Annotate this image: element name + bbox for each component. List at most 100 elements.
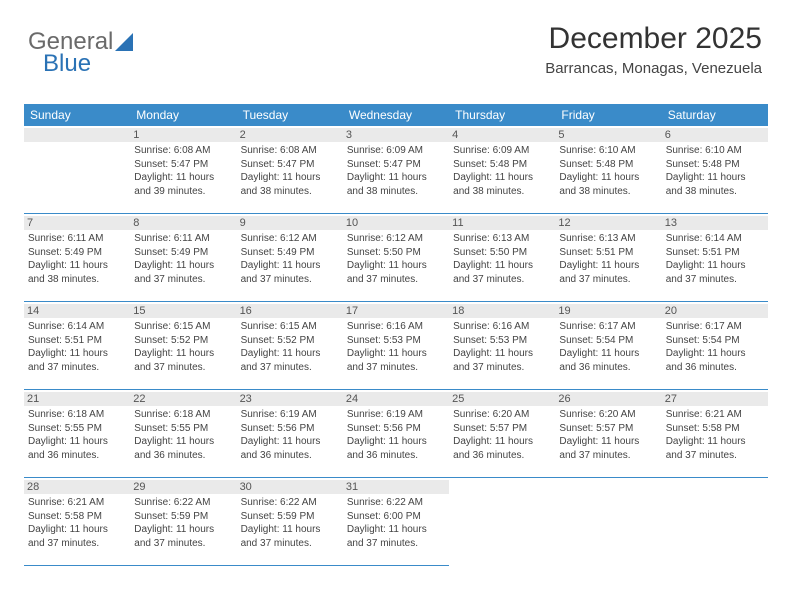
day-number: 22: [130, 392, 236, 406]
sunrise-text: Sunrise: 6:08 AM: [241, 144, 339, 158]
day-number: 10: [343, 216, 449, 230]
day-number: 11: [449, 216, 555, 230]
daylight-text2: and 37 minutes.: [559, 449, 657, 463]
sunset-text: Sunset: 5:53 PM: [453, 334, 551, 348]
daylight-text: Daylight: 11 hours: [134, 259, 232, 273]
day-number: 12: [555, 216, 661, 230]
sunset-text: Sunset: 5:48 PM: [453, 158, 551, 172]
day-number: 28: [24, 480, 130, 494]
day-info: Sunrise: 6:21 AMSunset: 5:58 PMDaylight:…: [28, 496, 126, 550]
sunset-text: Sunset: 5:55 PM: [28, 422, 126, 436]
calendar-cell: 30Sunrise: 6:22 AMSunset: 5:59 PMDayligh…: [237, 478, 343, 566]
sunset-text: Sunset: 5:58 PM: [666, 422, 764, 436]
day-header: Thursday: [449, 104, 555, 126]
day-info: Sunrise: 6:11 AMSunset: 5:49 PMDaylight:…: [28, 232, 126, 286]
day-info: Sunrise: 6:19 AMSunset: 5:56 PMDaylight:…: [241, 408, 339, 462]
daylight-text2: and 36 minutes.: [28, 449, 126, 463]
sunset-text: Sunset: 5:47 PM: [347, 158, 445, 172]
daylight-text2: and 37 minutes.: [559, 273, 657, 287]
daylight-text: Daylight: 11 hours: [453, 171, 551, 185]
sunset-text: Sunset: 5:51 PM: [666, 246, 764, 260]
daylight-text: Daylight: 11 hours: [559, 259, 657, 273]
day-number: 30: [237, 480, 343, 494]
sunset-text: Sunset: 6:00 PM: [347, 510, 445, 524]
calendar-location: Barrancas, Monagas, Venezuela: [545, 60, 762, 77]
daylight-text2: and 36 minutes.: [347, 449, 445, 463]
calendar-cell: 3 Sunrise: 6:09 AMSunset: 5:47 PMDaylight…: [343, 126, 449, 214]
sunrise-text: Sunrise: 6:13 AM: [453, 232, 551, 246]
sunset-text: Sunset: 5:58 PM: [28, 510, 126, 524]
day-number: 2: [237, 128, 343, 142]
sunrise-text: Sunrise: 6:14 AM: [666, 232, 764, 246]
day-number: 13: [662, 216, 768, 230]
calendar-title: December 2025: [545, 22, 762, 56]
calendar-cell: 12Sunrise: 6:13 AMSunset: 5:51 PMDayligh…: [555, 214, 661, 302]
day-info: Sunrise: 6:12 AMSunset: 5:50 PMDaylight:…: [347, 232, 445, 286]
day-info: Sunrise: 6:19 AMSunset: 5:56 PMDaylight:…: [347, 408, 445, 462]
sunrise-text: Sunrise: 6:12 AM: [347, 232, 445, 246]
sunrise-text: Sunrise: 6:17 AM: [559, 320, 657, 334]
day-header: Monday: [130, 104, 236, 126]
calendar-cell: 16Sunrise: 6:15 AMSunset: 5:52 PMDayligh…: [237, 302, 343, 390]
daylight-text2: and 38 minutes.: [347, 185, 445, 199]
daylight-text: Daylight: 11 hours: [666, 259, 764, 273]
calendar-cell: 4Sunrise: 6:09 AMSunset: 5:48 PMDaylight…: [449, 126, 555, 214]
day-number: 15: [130, 304, 236, 318]
sunrise-text: Sunrise: 6:11 AM: [28, 232, 126, 246]
daylight-text: Daylight: 11 hours: [241, 347, 339, 361]
sunset-text: Sunset: 5:48 PM: [666, 158, 764, 172]
daylight-text: Daylight: 11 hours: [28, 259, 126, 273]
daylight-text: Daylight: 11 hours: [241, 435, 339, 449]
daylight-text2: and 36 minutes.: [559, 361, 657, 375]
day-number: 29: [130, 480, 236, 494]
day-info: Sunrise: 6:17 AMSunset: 5:54 PMDaylight:…: [559, 320, 657, 374]
day-header: Wednesday: [343, 104, 449, 126]
sunrise-text: Sunrise: 6:16 AM: [347, 320, 445, 334]
sunset-text: Sunset: 5:49 PM: [28, 246, 126, 260]
daylight-text2: and 36 minutes.: [134, 449, 232, 463]
calendar-cell-empty: [24, 126, 130, 214]
day-number: 19: [555, 304, 661, 318]
calendar-cell: 14Sunrise: 6:14 AMSunset: 5:51 PMDayligh…: [24, 302, 130, 390]
day-number: 24: [343, 392, 449, 406]
sunset-text: Sunset: 5:59 PM: [134, 510, 232, 524]
sunrise-text: Sunrise: 6:19 AM: [241, 408, 339, 422]
sunrise-text: Sunrise: 6:09 AM: [347, 144, 445, 158]
calendar-cell: 2Sunrise: 6:08 AMSunset: 5:47 PMDaylight…: [237, 126, 343, 214]
daylight-text2: and 37 minutes.: [347, 361, 445, 375]
daylight-text: Daylight: 11 hours: [28, 347, 126, 361]
daylight-text2: and 37 minutes.: [347, 273, 445, 287]
sunrise-text: Sunrise: 6:22 AM: [347, 496, 445, 510]
daylight-text2: and 37 minutes.: [666, 273, 764, 287]
day-info: Sunrise: 6:09 AMSunset: 5:47 PMDaylight:…: [347, 144, 445, 198]
calendar-cell: 11 Sunrise: 6:13 AMSunset: 5:50 PMDayligh…: [449, 214, 555, 302]
daylight-text2: and 38 minutes.: [666, 185, 764, 199]
daylight-text: Daylight: 11 hours: [347, 259, 445, 273]
sunrise-text: Sunrise: 6:11 AM: [134, 232, 232, 246]
day-number: 4: [449, 128, 555, 142]
day-number: 3: [343, 128, 449, 142]
brand-right: Blue: [43, 50, 91, 78]
sunset-text: Sunset: 5:52 PM: [241, 334, 339, 348]
sunrise-text: Sunrise: 6:20 AM: [559, 408, 657, 422]
day-number: 16: [237, 304, 343, 318]
daylight-text: Daylight: 11 hours: [666, 435, 764, 449]
daylight-text2: and 37 minutes.: [28, 361, 126, 375]
day-info: Sunrise: 6:17 AMSunset: 5:54 PMDaylight:…: [666, 320, 764, 374]
day-info: Sunrise: 6:10 AMSunset: 5:48 PMDaylight:…: [666, 144, 764, 198]
day-number-empty: [24, 128, 130, 142]
day-info: Sunrise: 6:14 AMSunset: 5:51 PMDaylight:…: [28, 320, 126, 374]
daylight-text2: and 37 minutes.: [347, 537, 445, 551]
daylight-text: Daylight: 11 hours: [347, 347, 445, 361]
day-info: Sunrise: 6:18 AMSunset: 5:55 PMDaylight:…: [28, 408, 126, 462]
day-number: 21: [24, 392, 130, 406]
day-number: 5: [555, 128, 661, 142]
calendar-cell: 26Sunrise: 6:20 AMSunset: 5:57 PMDayligh…: [555, 390, 661, 478]
day-number: 31: [343, 480, 449, 494]
daylight-text2: and 37 minutes.: [241, 273, 339, 287]
day-info: Sunrise: 6:22 AMSunset: 6:00 PMDaylight:…: [347, 496, 445, 550]
day-info: Sunrise: 6:13 AMSunset: 5:50 PMDaylight:…: [453, 232, 551, 286]
calendar-cell: 1Sunrise: 6:08 AMSunset: 5:47 PMDaylight…: [130, 126, 236, 214]
calendar-cell: 13 Sunrise: 6:14 AMSunset: 5:51 PMDayligh…: [662, 214, 768, 302]
daylight-text: Daylight: 11 hours: [347, 435, 445, 449]
